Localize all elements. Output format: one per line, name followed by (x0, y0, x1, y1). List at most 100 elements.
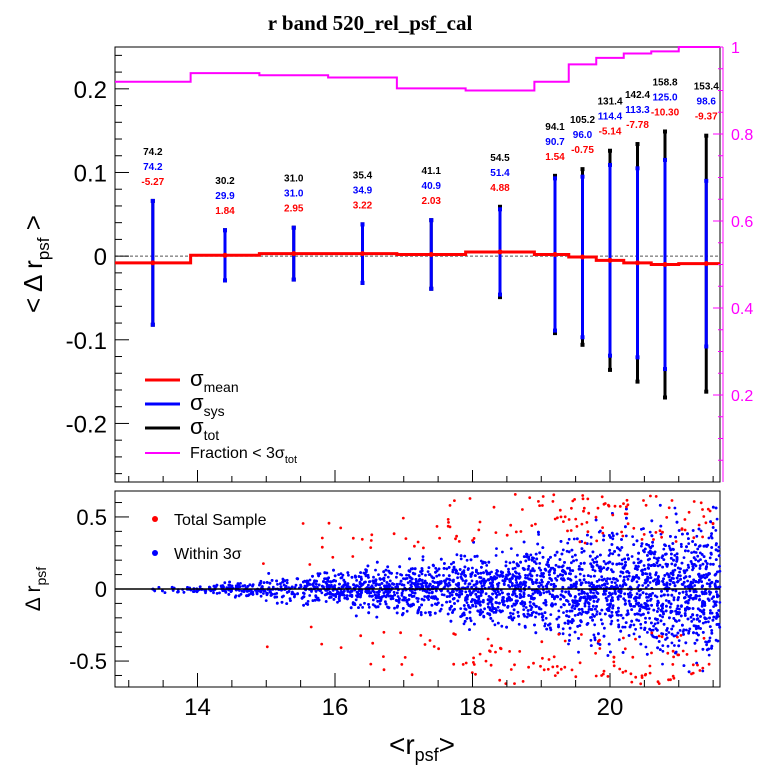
outlier-point (559, 515, 563, 519)
within-point (296, 577, 300, 581)
within-point (617, 638, 621, 642)
outlier-point (447, 521, 450, 524)
top-legend: σmean σsys σtot Fraction < 3σtot (145, 366, 297, 466)
within-point (585, 542, 589, 545)
within-point (708, 556, 712, 560)
within-point (363, 572, 367, 576)
within-point (482, 577, 486, 581)
within-point (688, 627, 692, 631)
within-point (547, 590, 551, 593)
outlier-point (613, 504, 617, 508)
within-point (694, 543, 697, 547)
sys-cap-top (635, 166, 640, 171)
within-point (591, 550, 595, 554)
within-point (308, 578, 312, 582)
within-point (245, 589, 249, 593)
outlier-point (327, 521, 331, 525)
within-point (437, 573, 441, 577)
within-point (502, 600, 506, 603)
within-point (718, 564, 721, 568)
within-point (569, 569, 572, 572)
within-point (488, 572, 492, 576)
within-point (661, 565, 664, 569)
within-point (504, 560, 508, 564)
within-point (592, 585, 595, 589)
outlier-point (632, 526, 636, 530)
within-point (639, 642, 643, 646)
outlier-point (625, 512, 629, 516)
sys-cap-top (429, 218, 434, 223)
right-tick-label: 0.6 (731, 214, 753, 231)
within-point (463, 582, 467, 585)
within-point (495, 547, 498, 550)
within-point (326, 580, 330, 583)
within-point (582, 549, 586, 553)
within-point (527, 567, 530, 571)
within-point (534, 562, 538, 565)
tot-cap-top (553, 173, 557, 178)
tot-cap-bottom (663, 395, 667, 400)
within-point (701, 631, 705, 634)
within-point (671, 624, 675, 628)
within-point (717, 554, 721, 558)
within-point (682, 556, 686, 559)
within-point (578, 578, 582, 582)
within-point (588, 584, 592, 588)
sys-value-label: 125.0 (652, 92, 677, 103)
within-point (568, 626, 572, 630)
within-point (475, 582, 479, 585)
within-point (450, 604, 453, 608)
within-point (553, 569, 557, 572)
bottom-y-tick-label: 0.5 (76, 505, 107, 530)
within-point (685, 568, 689, 572)
within-point (702, 555, 706, 558)
outlier-point (508, 650, 511, 653)
within-point (346, 571, 350, 574)
within-point (625, 575, 629, 578)
within-point (573, 614, 577, 617)
within-point (632, 597, 636, 600)
within-point (637, 596, 641, 600)
outlier-point (413, 544, 416, 548)
within-point (228, 580, 232, 584)
within-point (426, 570, 430, 573)
within-point (716, 570, 719, 574)
tot-cap-bottom (608, 367, 612, 372)
within-point (652, 624, 655, 628)
within-point (409, 593, 413, 597)
within-point (694, 624, 698, 628)
within-point (631, 535, 634, 538)
within-point (580, 607, 584, 611)
within-point (446, 589, 450, 593)
within-point (547, 580, 550, 584)
within-point (615, 532, 619, 536)
tot-value-label: 41.1 (422, 166, 442, 177)
within-point (463, 565, 467, 569)
within-point (446, 612, 450, 616)
within-point (566, 566, 569, 570)
within-point (708, 636, 712, 640)
within-point (590, 608, 594, 611)
within-point (607, 607, 611, 611)
within-point (570, 561, 573, 565)
within-point (299, 585, 303, 588)
within-point (584, 610, 588, 614)
within-point (398, 582, 401, 586)
within-point (475, 595, 479, 599)
outlier-point (404, 537, 408, 540)
within-point (707, 647, 710, 651)
within-point (525, 555, 529, 559)
within-point (357, 575, 361, 578)
within-point (701, 562, 705, 566)
within-point (386, 565, 390, 569)
within-point (459, 607, 463, 610)
outlier-point (562, 520, 565, 523)
within-point (662, 612, 665, 616)
within-point (515, 595, 519, 598)
within-point (641, 573, 644, 576)
outlier-point (595, 539, 599, 543)
within-point (346, 590, 350, 593)
outlier-point (557, 632, 561, 636)
within-point (603, 612, 607, 616)
within-point (470, 585, 474, 589)
